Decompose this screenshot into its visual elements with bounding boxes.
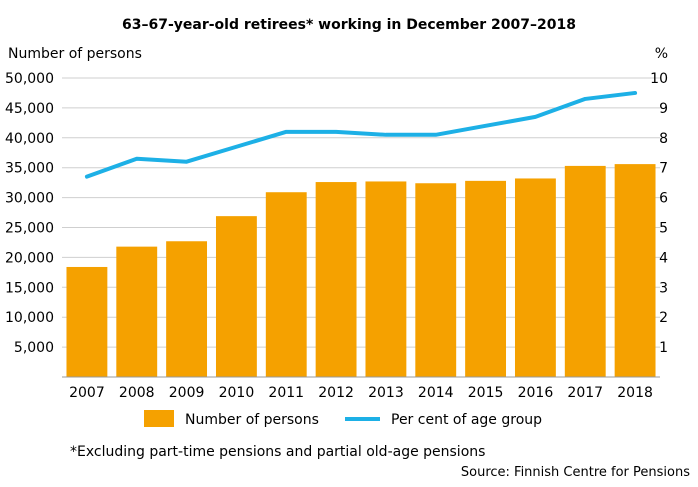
bar — [166, 241, 208, 377]
legend-label-line: Per cent of age group — [391, 412, 542, 428]
y2-tick-label: 4 — [659, 250, 668, 266]
legend-label-bars: Number of persons — [185, 412, 319, 428]
x-tick-label: 2007 — [69, 385, 105, 401]
y-tick-label: 40,000 — [5, 131, 54, 147]
y2-tick-label: 2 — [659, 310, 668, 326]
x-tick-label: 2010 — [219, 385, 255, 401]
y2-tick-label: 5 — [659, 221, 668, 237]
y2-tick-label: 8 — [659, 131, 668, 147]
x-tick-label: 2016 — [518, 385, 554, 401]
y-tick-label: 25,000 — [5, 221, 54, 237]
y2-tick-label: 3 — [659, 280, 668, 296]
y2-tick-label: 7 — [659, 161, 668, 177]
bar — [415, 183, 457, 377]
x-tick-label: 2011 — [268, 385, 304, 401]
y-tick-label: 45,000 — [5, 101, 54, 117]
bar — [614, 164, 656, 377]
x-tick-label: 2014 — [418, 385, 454, 401]
bar — [116, 246, 158, 377]
bar — [564, 165, 606, 377]
line-series — [84, 90, 638, 179]
y-tick-label: 30,000 — [5, 191, 54, 207]
y2-tick-label: 6 — [659, 191, 668, 207]
x-tick-label: 2008 — [119, 385, 155, 401]
y2-tick-label: 10 — [650, 71, 668, 87]
bar — [465, 180, 507, 377]
x-tick-label: 2013 — [368, 385, 404, 401]
y-tick-label: 50,000 — [5, 71, 54, 87]
y2-axis-ticks: 1 2 3 4 5 6 7 8 9 10 — [650, 71, 668, 356]
x-tick-label: 2009 — [169, 385, 205, 401]
footnote: *Excluding part-time pensions and partia… — [70, 444, 485, 460]
y-tick-label: 5,000 — [14, 340, 54, 356]
x-tick-label: 2015 — [468, 385, 504, 401]
bar — [315, 182, 357, 377]
legend: Number of persons Per cent of age group — [144, 410, 542, 428]
y-tick-label: 10,000 — [5, 310, 54, 326]
bar — [265, 192, 307, 377]
legend-swatch-bars — [144, 410, 174, 427]
x-tick-label: 2017 — [567, 385, 603, 401]
y2-tick-label: 9 — [659, 101, 668, 117]
bar — [215, 216, 257, 377]
x-tick-label: 2018 — [617, 385, 653, 401]
gridlines — [62, 77, 660, 348]
bar-series — [66, 164, 656, 377]
y-tick-label: 15,000 — [5, 280, 54, 296]
y2-tick-label: 1 — [659, 340, 668, 356]
bar — [365, 181, 407, 377]
x-axis-ticks: 2007 2008 2009 2010 2011 2012 2013 2014 2015 2016… — [69, 385, 653, 401]
source-note: Source: Finnish Centre for Pensions — [461, 465, 690, 480]
series-line-per-cent — [84, 90, 638, 179]
chart-title: 63–67-year-old retirees* working in Dece… — [122, 17, 576, 33]
bar — [66, 266, 108, 377]
y-axis-label: Number of persons — [8, 46, 142, 62]
y-axis-ticks: 5,000 10,000 15,000 20,000 25,000 30,000 35,00… — [5, 71, 54, 356]
y2-axis-label: % — [655, 46, 668, 62]
bar — [514, 178, 556, 377]
y-tick-label: 20,000 — [5, 250, 54, 266]
x-tick-label: 2012 — [318, 385, 354, 401]
y-tick-label: 35,000 — [5, 161, 54, 177]
